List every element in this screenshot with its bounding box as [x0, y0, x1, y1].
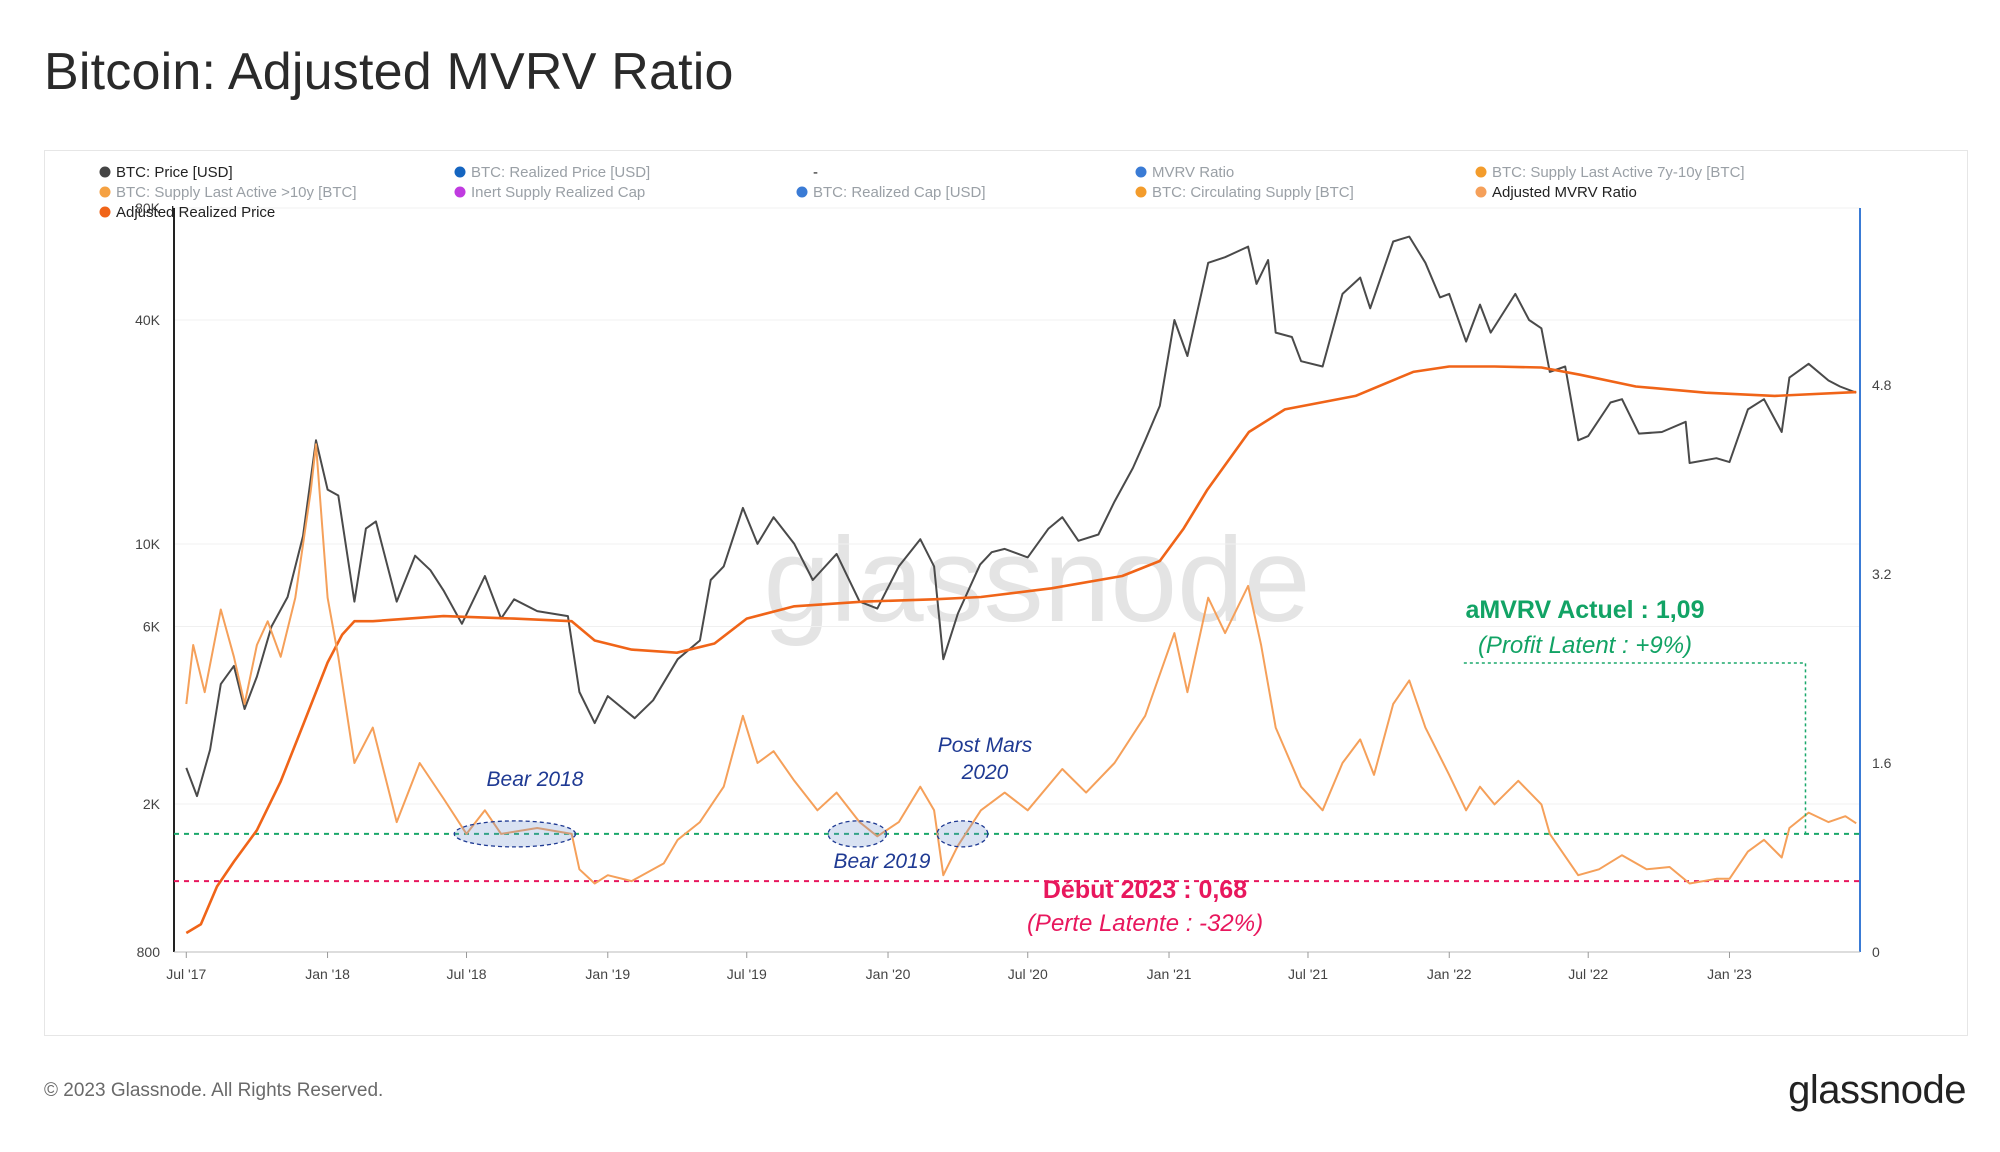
- current-amvrv-subtitle: (Profit Latent : +9%): [1478, 632, 1692, 659]
- copyright: © 2023 Glassnode. All Rights Reserved.: [44, 1080, 384, 1101]
- legend-item-label: -: [813, 164, 818, 181]
- current-amvrv-title: aMVRV Actuel : 1,09: [1466, 596, 1705, 624]
- glassnode-logo[interactable]: glassnode: [1788, 1068, 1966, 1112]
- chart-panel: glassnode 800 2K 6K 10K 40K 80K 0 1.6 3.2 4.8 Jul '…: [44, 150, 1968, 1036]
- x-tick-label: Jul '19: [727, 966, 767, 982]
- low-2023-subtitle: (Perte Latente : -32%): [1027, 910, 1263, 937]
- post-mars-label-2: 2020: [961, 761, 1009, 784]
- y-right-tick-label: 0: [1872, 944, 1880, 960]
- legend-item-label: Inert Supply Realized Cap: [471, 184, 645, 201]
- legend-item-label: BTC: Realized Price [USD]: [471, 164, 650, 181]
- watermark-text: glassnode: [763, 513, 1310, 647]
- legend-item-label: Adjusted MVRV Ratio: [1492, 184, 1637, 201]
- y-right-tick-label: 4.8: [1872, 377, 1892, 393]
- bear-2018-label: Bear 2018: [487, 768, 584, 791]
- legend-marker: [1475, 166, 1487, 178]
- legend-item-label: BTC: Realized Cap [USD]: [813, 184, 986, 201]
- x-tick-label: Jan '22: [1427, 966, 1472, 982]
- y-left-tick-label: 800: [137, 944, 161, 960]
- legend-item-label: BTC: Price [USD]: [116, 164, 233, 181]
- x-tick-label: Jul '18: [447, 966, 487, 982]
- legend-marker: [99, 206, 111, 218]
- post-mars-label-1: Post Mars: [938, 734, 1033, 757]
- bear-period-ellipse: [827, 820, 888, 848]
- legend-marker: [1135, 186, 1147, 198]
- bear-period-ellipse: [936, 820, 989, 848]
- series-line: [185, 235, 1857, 798]
- bear-period-ellipse: [453, 820, 577, 848]
- y-left-tick-label: 10K: [135, 536, 161, 552]
- legend-marker: [99, 166, 111, 178]
- y-left-tick-label: 2K: [143, 796, 161, 812]
- series-line: [185, 365, 1857, 935]
- low-2023-title: Début 2023 : 0,68: [1043, 876, 1247, 904]
- page-title: Bitcoin: Adjusted MVRV Ratio: [44, 43, 734, 101]
- chart-svg[interactable]: glassnode 800 2K 6K 10K 40K 80K 0 1.6 3.2 4.8 Jul '…: [45, 151, 1967, 1035]
- legend-item-label: BTC: Supply Last Active >10y [BTC]: [116, 184, 357, 201]
- legend-marker: [796, 186, 808, 198]
- legend-marker: [99, 186, 111, 198]
- legend-marker: [454, 166, 466, 178]
- series-line: [185, 443, 1857, 885]
- legend-marker: [1475, 186, 1487, 198]
- x-tick-label: Jan '19: [585, 966, 630, 982]
- x-tick-label: Jul '21: [1288, 966, 1328, 982]
- y-left-tick-label: 6K: [143, 618, 161, 634]
- x-tick-label: Jul '17: [166, 966, 206, 982]
- y-left-tick-label: 40K: [135, 312, 161, 328]
- legend-item-label: BTC: Supply Last Active 7y-10y [BTC]: [1492, 164, 1745, 181]
- y-right-tick-label: 1.6: [1872, 755, 1892, 771]
- legend-marker: [1135, 166, 1147, 178]
- y-right-tick-label: 3.2: [1872, 566, 1892, 582]
- x-tick-label: Jan '23: [1707, 966, 1752, 982]
- x-tick-label: Jan '18: [305, 966, 350, 982]
- x-tick-label: Jul '20: [1008, 966, 1048, 982]
- current-callout-line: [1463, 662, 1807, 834]
- legend-item-label: MVRV Ratio: [1152, 164, 1234, 181]
- x-tick-label: Jan '21: [1147, 966, 1192, 982]
- legend-item-label: Adjusted Realized Price: [116, 204, 275, 221]
- y-left-tick-label: 80K: [135, 200, 161, 216]
- legend-marker: [454, 186, 466, 198]
- legend-item-label: BTC: Circulating Supply [BTC]: [1152, 184, 1354, 201]
- x-tick-label: Jul '22: [1568, 966, 1608, 982]
- bear-2019-label: Bear 2019: [834, 850, 931, 873]
- x-tick-label: Jan '20: [866, 966, 911, 982]
